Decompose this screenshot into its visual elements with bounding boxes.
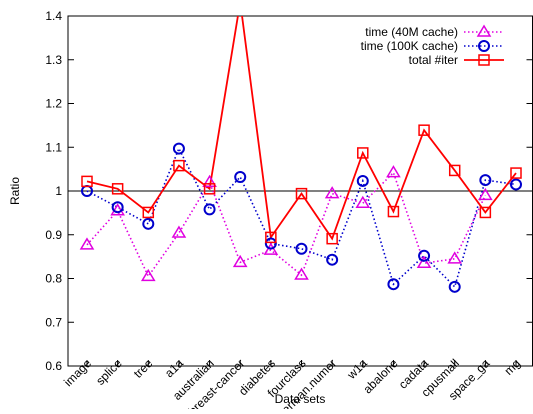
y-tick-label: 0.7: [45, 315, 62, 329]
series-3-point: [448, 164, 461, 177]
series-1-point: [355, 195, 371, 208]
series-3-point: [173, 159, 185, 172]
series-3-point: [203, 183, 216, 195]
series-3-point: [418, 124, 430, 136]
series-1-point: [263, 242, 279, 255]
y-tick-label: 1.4: [45, 9, 62, 23]
series-3-point: [326, 232, 338, 245]
series-3-point: [81, 175, 93, 188]
series-1-point: [232, 254, 248, 268]
series-2-point: [264, 237, 277, 250]
x-tick-label: w1a: [344, 356, 370, 382]
series-3-point: [235, 0, 245, 7]
series-1-point: [447, 251, 463, 264]
series-1-point: [171, 225, 187, 238]
series-1-point: [294, 267, 309, 280]
y-tick-label: 0.6: [45, 359, 62, 373]
y-tick-label: 1.1: [45, 140, 62, 154]
x-tick-label: image: [61, 356, 94, 389]
series-1-point: [324, 186, 340, 199]
series-1-point: [416, 255, 432, 268]
y-tick-label: 1.2: [45, 97, 62, 111]
series-2-point: [234, 171, 247, 183]
series-3-point: [111, 183, 124, 195]
x-tick-label: tree: [131, 356, 156, 381]
series-2-point: [172, 142, 185, 155]
series-3-point: [295, 187, 308, 200]
legend-label: time (40M cache): [365, 25, 458, 39]
series-2-point: [387, 278, 400, 291]
series-line-2: [86, 146, 517, 289]
series-2-point: [142, 217, 155, 230]
y-tick-label: 0.9: [45, 228, 62, 242]
series-1-point: [110, 203, 125, 216]
series-3-point: [479, 206, 492, 219]
series-3-point: [142, 206, 155, 219]
series-2-point: [510, 178, 522, 191]
legend-marker: [478, 40, 490, 52]
series-2-point: [356, 174, 369, 187]
legend-marker: [478, 54, 490, 66]
series-3-point: [387, 205, 400, 218]
legend-label: time (100K cache): [361, 39, 458, 53]
series-2-point: [448, 280, 461, 293]
series-2-point: [418, 249, 431, 262]
series-2-point: [295, 242, 308, 255]
x-tick-label: a1a: [162, 356, 186, 380]
series-1-point: [478, 187, 493, 201]
series-2-point: [203, 203, 216, 216]
x-tick-label: mg: [501, 356, 523, 378]
y-tick-label: 1: [55, 184, 62, 198]
y-tick-label: 1.3: [45, 53, 62, 67]
series-2-point: [479, 174, 492, 187]
x-tick-label: splice: [93, 356, 125, 388]
series-1-point: [79, 237, 95, 250]
legend-label: total #iter: [409, 53, 458, 67]
series-1-point: [386, 165, 401, 178]
series-3-point: [357, 147, 369, 159]
series-1-point: [202, 174, 217, 187]
x-axis-title: Data sets: [275, 392, 326, 406]
series-3-point: [265, 231, 277, 244]
series-line-3: [86, 16, 517, 241]
series-2-point: [111, 201, 124, 214]
x-tick-label: abalone: [360, 356, 400, 396]
series-3-point: [510, 167, 522, 179]
series-2-point: [326, 253, 339, 266]
series-line-1: [86, 171, 487, 278]
legend-marker: [476, 24, 492, 37]
legend: time (40M cache)time (100K cache)total #…: [361, 24, 504, 67]
series-1-point: [140, 268, 156, 282]
y-tick-label: 0.8: [45, 272, 62, 286]
y-axis-title: Ratio: [8, 177, 22, 205]
